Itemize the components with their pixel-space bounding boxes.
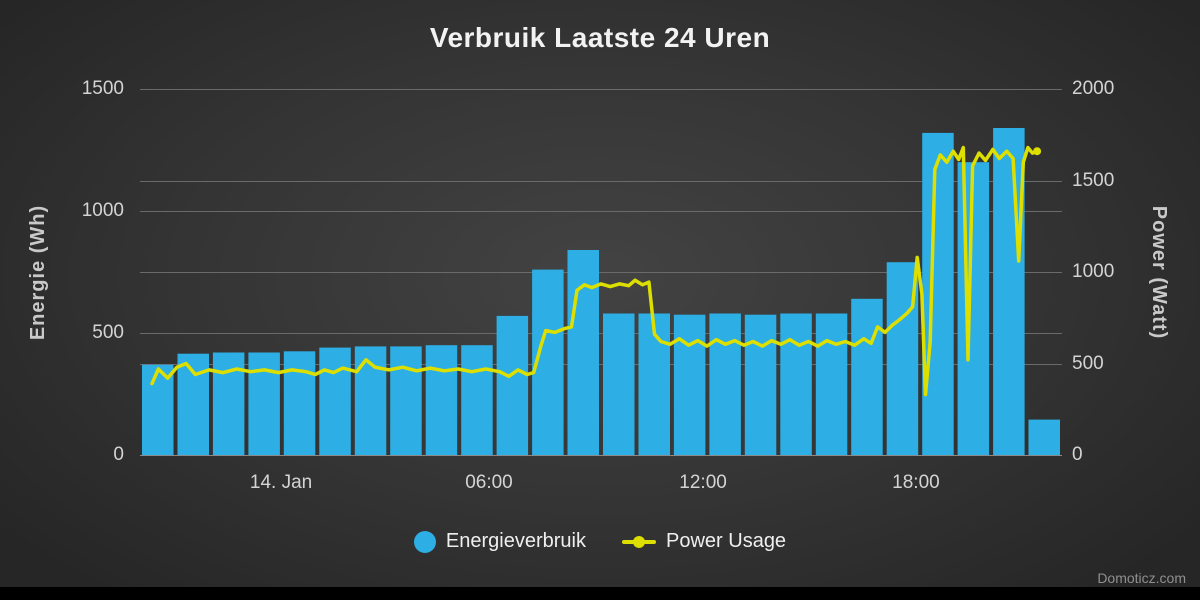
watermark: Domoticz.com	[1097, 570, 1186, 586]
right-axis-tick-label: 2000	[1072, 78, 1115, 99]
x-axis-tick-label: 14. Jan	[249, 472, 313, 493]
energy-bar[interactable]	[1028, 419, 1061, 455]
energy-bar[interactable]	[780, 313, 812, 456]
left-axis-tick-label: 500	[92, 322, 124, 343]
energy-bar[interactable]	[993, 128, 1025, 455]
energy-bar[interactable]	[603, 313, 635, 456]
right-axis-tick-label: 1000	[1072, 261, 1115, 282]
energy-bar[interactable]	[283, 351, 316, 455]
right-axis-tick-label: 0	[1072, 444, 1083, 465]
bottom-bar	[0, 587, 1200, 600]
left-axis-title: Energie (Wh)	[27, 204, 50, 340]
energy-bar[interactable]	[319, 347, 351, 455]
legend-energy-label: Energieverbruik	[445, 530, 586, 552]
legend-item-energy[interactable]: Energieverbruik	[413, 530, 586, 553]
legend-power-label: Power Usage	[666, 530, 787, 552]
legend: Energieverbruik Power Usage	[0, 530, 1200, 553]
energy-bar[interactable]	[567, 250, 600, 455]
power-line	[150, 145, 1042, 397]
energy-bar[interactable]	[425, 345, 458, 455]
energy-bar[interactable]	[461, 345, 493, 455]
x-axis-tick-label: 06:00	[465, 472, 513, 493]
power-series-marker-icon	[622, 531, 656, 553]
left-axis-tick-label: 1500	[81, 78, 124, 99]
energy-bar[interactable]	[248, 352, 280, 456]
energy-bar[interactable]	[922, 132, 954, 455]
energy-series-marker-icon	[413, 530, 436, 553]
right-axis-tick-label: 500	[1072, 352, 1104, 374]
energy-bar[interactable]	[744, 314, 777, 455]
energy-bar[interactable]	[496, 315, 529, 455]
energy-bar[interactable]	[957, 162, 990, 455]
x-axis-tick-label: 18:00	[892, 472, 940, 493]
right-axis-tick-label: 1500	[1072, 169, 1115, 191]
energy-bar[interactable]	[709, 313, 741, 456]
energy-bar[interactable]	[390, 346, 422, 455]
energy-bar[interactable]	[177, 353, 210, 455]
legend-item-power[interactable]: Power Usage	[622, 530, 786, 553]
plot-area	[140, 89, 1062, 456]
left-axis-tick-label: 0	[113, 444, 124, 465]
energy-bar[interactable]	[851, 298, 883, 455]
energy-bar[interactable]	[673, 314, 706, 455]
x-axis-tick-label: 12:00	[679, 472, 727, 493]
chart-title: Verbruik Laatste 24 Uren	[429, 22, 771, 53]
energy-bar[interactable]	[815, 313, 848, 456]
left-axis-tick-label: 1000	[81, 200, 124, 221]
energy-bar[interactable]	[638, 313, 671, 456]
